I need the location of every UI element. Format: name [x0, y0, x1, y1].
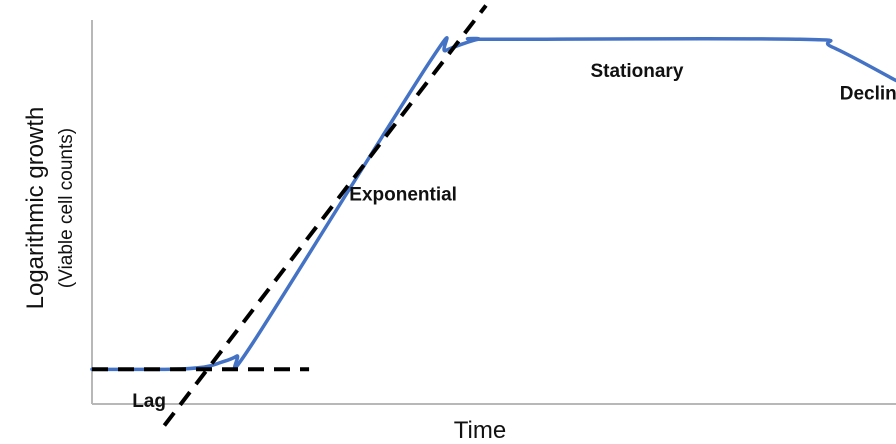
phase-labels: Lag Exponential Stationary Decline [132, 61, 896, 412]
growth-curve-line-0 [90, 36, 896, 372]
phase-label-lag: Lag [132, 391, 166, 412]
phase-label-decline: Decline [840, 83, 896, 104]
phase-label-stationary: Stationary [590, 61, 683, 82]
growth-curve-series [90, 36, 896, 372]
y-axis-title: Logarithmic growth [22, 107, 49, 310]
y-axis-subtitle: (Viable cell counts) [56, 128, 77, 288]
tangent-line-1 [162, 4, 488, 427]
phase-label-exponential: Exponential [349, 185, 457, 206]
x-axis-title: Time [454, 417, 506, 444]
tangent-lines [92, 4, 488, 427]
